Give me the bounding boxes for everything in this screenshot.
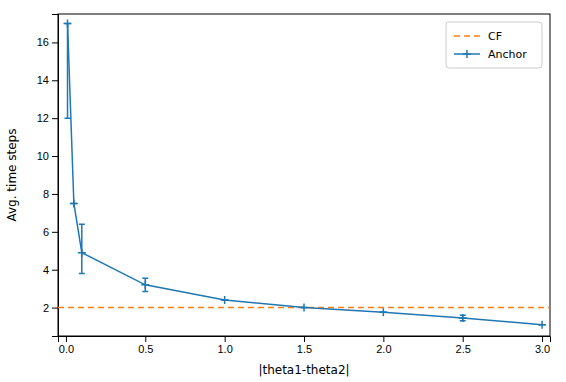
- chart: 0.0 0.5 1.0 1.5 2.0 2.5 3.0 2 4 6 8 10 12 14 16 CF Ancho…: [0, 0, 566, 382]
- tick-label: 0.0: [59, 343, 74, 355]
- error-bar: [65, 23, 71, 118]
- tick-mark: [52, 42, 58, 43]
- tick-label: 1.0: [217, 343, 232, 355]
- tick: 0.0: [59, 336, 74, 355]
- tick-label: 16: [37, 36, 49, 48]
- plot: 0.0 0.5 1.0 1.5 2.0 2.5 3.0 2 4 6 8 10 12 14 16 CF Ancho…: [37, 14, 551, 355]
- data-marks: [58, 19, 550, 328]
- y-axis: 2 4 6 8 10 12 14 16: [37, 15, 59, 337]
- tick-mark: [52, 194, 58, 195]
- tick: 3.0: [535, 336, 550, 355]
- marker: [70, 199, 78, 207]
- tick-mark: [383, 336, 384, 342]
- legend-item: Anchor: [454, 48, 527, 61]
- tick: 8: [43, 188, 58, 200]
- plot-frame: [58, 14, 550, 336]
- series-line: [68, 23, 543, 324]
- tick-mark: [52, 308, 58, 309]
- legend-swatch: [454, 35, 480, 37]
- x-axis: 0.0 0.5 1.0 1.5 2.0 2.5 3.0: [59, 336, 551, 355]
- error-bar: [142, 278, 148, 291]
- tick-label: 8: [43, 188, 49, 200]
- tick-label: 14: [37, 74, 49, 86]
- tick: 1.0: [217, 336, 232, 355]
- tick-label: 2.0: [376, 343, 391, 355]
- tick-mark: [52, 270, 58, 271]
- marker: [64, 19, 72, 27]
- tick: 10: [37, 150, 58, 162]
- tick: 2.5: [456, 336, 471, 355]
- tick-label: 1.5: [297, 343, 312, 355]
- x-axis-title: |theta1-theta2|: [258, 363, 349, 377]
- y-axis-title: Avg. time steps: [5, 129, 19, 222]
- tick: 2.0: [376, 336, 391, 355]
- tick-mark: [52, 156, 58, 157]
- tick-label: 6: [43, 226, 49, 238]
- marker: [300, 304, 308, 312]
- marker: [459, 314, 467, 322]
- tick: 1.5: [297, 336, 312, 355]
- tick-label: 2.5: [456, 343, 471, 355]
- tick: 4: [43, 264, 58, 276]
- tick: 6: [43, 226, 58, 238]
- tick-mark: [542, 336, 543, 342]
- axis-line: [59, 337, 551, 343]
- legend-box: [446, 22, 542, 68]
- tick-label: 0.5: [138, 343, 153, 355]
- tick: 12: [37, 112, 58, 124]
- marker: [538, 321, 546, 329]
- legend-item: CF: [454, 30, 502, 43]
- legend: CF Anchor: [446, 22, 542, 68]
- marker: [379, 308, 387, 316]
- tick-mark: [145, 336, 146, 342]
- axis-line: [52, 15, 59, 337]
- tick-label: 10: [37, 150, 49, 162]
- marker: [78, 249, 86, 257]
- tick: 2: [43, 302, 58, 314]
- tick-mark: [225, 336, 226, 342]
- legend-label: CF: [488, 30, 502, 43]
- tick-label: 12: [37, 112, 49, 124]
- tick-label: 3.0: [535, 343, 550, 355]
- tick: 0.5: [138, 336, 153, 355]
- marker: [221, 296, 229, 304]
- legend-marker: [463, 50, 471, 58]
- tick-mark: [52, 118, 58, 119]
- tick-label: 2: [43, 302, 49, 314]
- tick-mark: [463, 336, 464, 342]
- error-bar: [79, 224, 85, 273]
- tick: 14: [37, 74, 58, 86]
- tick: 16: [37, 36, 58, 48]
- tick-mark: [304, 336, 305, 342]
- tick-mark: [52, 232, 58, 233]
- tick-label: 4: [43, 264, 49, 276]
- marker: [141, 281, 149, 289]
- legend-label: Anchor: [488, 48, 527, 61]
- tick-mark: [52, 80, 58, 81]
- tick-mark: [66, 336, 67, 342]
